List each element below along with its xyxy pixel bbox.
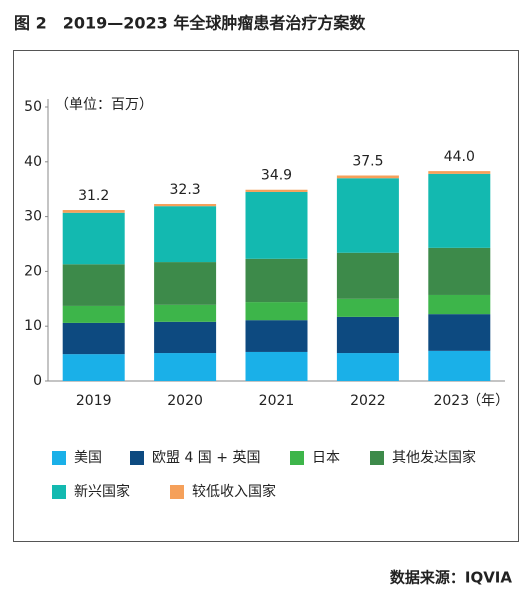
legend-swatch (370, 451, 384, 465)
legend-label: 较低收入国家 (192, 483, 276, 500)
bar-segment (154, 262, 217, 305)
legend-swatch (130, 451, 144, 465)
bar-segment (245, 320, 308, 352)
legend-label: 新兴国家 (74, 483, 130, 500)
bar-segment (62, 210, 125, 213)
bar-segment (62, 354, 125, 381)
unit-label: （单位：百万） (55, 97, 153, 113)
x-tick-label: 2019 (76, 393, 112, 409)
bar-segment (62, 305, 125, 323)
legend-label: 欧盟 4 国 + 英国 (152, 449, 260, 466)
bar-segment (154, 206, 217, 263)
bar-segment (154, 203, 217, 207)
y-tick-label: 30 (24, 209, 42, 225)
total-label: 44.0 (444, 149, 475, 165)
bar-segment (336, 252, 399, 299)
bar-segment (428, 294, 491, 315)
bar-segment (62, 322, 125, 355)
total-label: 37.5 (352, 154, 383, 170)
bar-segment (245, 258, 308, 303)
x-axis-label: （年） (467, 393, 509, 409)
bar-segment (428, 171, 491, 174)
y-tick-label: 0 (33, 373, 42, 389)
bar-segment (62, 212, 125, 265)
frame (13, 50, 519, 542)
bar-segment (336, 298, 399, 317)
bar-segment (245, 302, 308, 321)
x-tick-label: 2021 (259, 393, 295, 409)
total-label: 32.3 (170, 182, 201, 198)
bar-segment (428, 314, 491, 351)
y-tick-label: 10 (24, 318, 42, 334)
bar-segment (245, 189, 308, 192)
bar-segment (154, 353, 217, 381)
source: 数据来源：IQVIA (390, 569, 513, 587)
total-label: 34.9 (261, 168, 292, 184)
y-tick-label: 50 (24, 99, 42, 115)
bar-segment (336, 353, 399, 381)
bar-segment (336, 175, 399, 179)
chart-title: 图 2 2019—2023 年全球肿瘤患者治疗方案数 (14, 14, 366, 33)
bar-segment (428, 350, 491, 381)
y-tick-label: 20 (24, 263, 42, 279)
legend-label: 美国 (74, 450, 102, 466)
y-tick-label: 40 (24, 154, 42, 170)
bar-segment (336, 178, 399, 253)
x-tick-label: 2023 (433, 393, 469, 409)
total-label: 31.2 (78, 188, 109, 204)
bar-segment (428, 247, 491, 295)
legend-label: 其他发达国家 (392, 449, 476, 466)
bar-segment (245, 191, 308, 259)
bar-segment (336, 316, 399, 354)
legend-label: 日本 (312, 450, 340, 466)
bar-segment (428, 173, 491, 248)
legend-swatch (52, 451, 66, 465)
legend-swatch (52, 485, 66, 499)
legend-swatch (290, 451, 304, 465)
legend-swatch (170, 485, 184, 499)
x-tick-label: 2022 (350, 393, 386, 409)
bar-segment (245, 351, 308, 381)
bar-segment (62, 264, 125, 306)
bar-segment (154, 304, 217, 322)
x-tick-label: 2020 (167, 393, 203, 409)
bar-segment (154, 321, 217, 354)
